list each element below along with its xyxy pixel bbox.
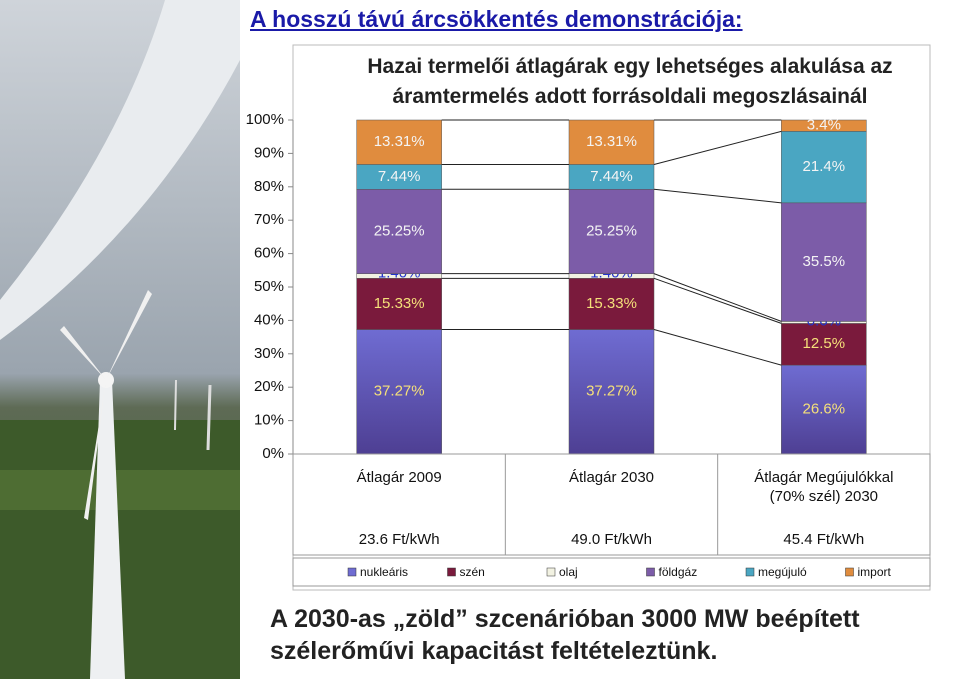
bar-segment bbox=[356, 164, 442, 190]
legend-swatch bbox=[347, 567, 357, 577]
y-tick-label: 90% bbox=[254, 144, 284, 161]
category-label: Átlagár 2009 bbox=[356, 469, 442, 486]
legend-label: szén bbox=[460, 565, 485, 579]
category-label: Átlagár Megújulókkal (70% szél) 2030 bbox=[754, 469, 894, 505]
bar-segment bbox=[568, 164, 655, 190]
bar-segment bbox=[356, 189, 442, 274]
price-label: 45.4 Ft/kWh bbox=[783, 531, 865, 548]
value-label: 12.5% bbox=[803, 335, 846, 352]
y-tick-label: 20% bbox=[254, 378, 284, 395]
value-label: 15.33% bbox=[586, 295, 637, 312]
legend-swatch bbox=[745, 567, 755, 577]
y-tick-label: 0% bbox=[262, 445, 284, 462]
y-tick-label: 30% bbox=[254, 345, 284, 362]
photo bbox=[0, 0, 240, 679]
legend-label: földgáz bbox=[659, 565, 698, 579]
value-label: 25.25% bbox=[374, 222, 425, 239]
value-label: 21.4% bbox=[803, 158, 846, 175]
bar-segment bbox=[781, 323, 867, 366]
y-tick-label: 60% bbox=[254, 245, 284, 262]
y-tick-label: 70% bbox=[254, 211, 284, 228]
bar-segment bbox=[356, 278, 442, 330]
legend-frame bbox=[292, 557, 931, 587]
legend-label: megújuló bbox=[758, 565, 807, 579]
value-label: 7.44% bbox=[590, 168, 633, 185]
value-label: 13.31% bbox=[374, 133, 425, 150]
connector-line bbox=[653, 130, 782, 165]
legend-label: nukleáris bbox=[360, 565, 408, 579]
legend-swatch bbox=[546, 567, 556, 577]
connector-line bbox=[653, 277, 782, 324]
category-label: Átlagár 2030 bbox=[568, 469, 655, 486]
y-tick-label: 100% bbox=[246, 111, 284, 128]
legend-swatch bbox=[447, 567, 456, 577]
value-label: 15.33% bbox=[374, 295, 425, 312]
y-tick-label: 80% bbox=[254, 178, 284, 195]
slide-heading: A hosszú távú árcsökkentés demonstrációj… bbox=[250, 6, 743, 32]
bar-segment bbox=[568, 189, 655, 274]
value-label: 25.25% bbox=[586, 222, 637, 239]
bar-segment bbox=[568, 119, 655, 165]
value-label: 35.5% bbox=[803, 253, 846, 270]
price-label: 23.6 Ft/kWh bbox=[358, 531, 440, 548]
price-label: 49.0 Ft/kWh bbox=[571, 531, 652, 548]
bar-segment bbox=[781, 119, 867, 132]
legend-label: import bbox=[858, 565, 892, 579]
bar-segment bbox=[781, 364, 867, 455]
bar-segment bbox=[356, 119, 442, 165]
connector-line bbox=[653, 188, 782, 204]
connector-line bbox=[653, 273, 782, 322]
table-frame bbox=[292, 453, 931, 556]
legend-swatch bbox=[845, 567, 854, 577]
bar-segment bbox=[781, 131, 867, 204]
value-label: 7.44% bbox=[378, 168, 421, 185]
bar-segment bbox=[781, 202, 867, 322]
value-label: 26.6% bbox=[803, 401, 846, 418]
bar-segment bbox=[568, 329, 655, 455]
legend-swatch bbox=[646, 567, 655, 577]
value-label: 37.27% bbox=[586, 383, 637, 400]
value-label: 3.4% bbox=[807, 117, 841, 134]
slide-caption: A 2030-as „zöld” szcenárióban 3000 MW be… bbox=[270, 605, 860, 665]
value-label: 13.31% bbox=[586, 133, 637, 150]
connector-line bbox=[653, 329, 782, 366]
y-tick-label: 50% bbox=[254, 278, 284, 295]
chart-title: Hazai termelői átlagárak egy lehetséges … bbox=[367, 55, 893, 108]
legend-label: olaj bbox=[559, 565, 578, 579]
value-label: 37.27% bbox=[374, 383, 425, 400]
y-tick-label: 40% bbox=[254, 311, 284, 328]
y-tick-label: 10% bbox=[254, 412, 284, 429]
